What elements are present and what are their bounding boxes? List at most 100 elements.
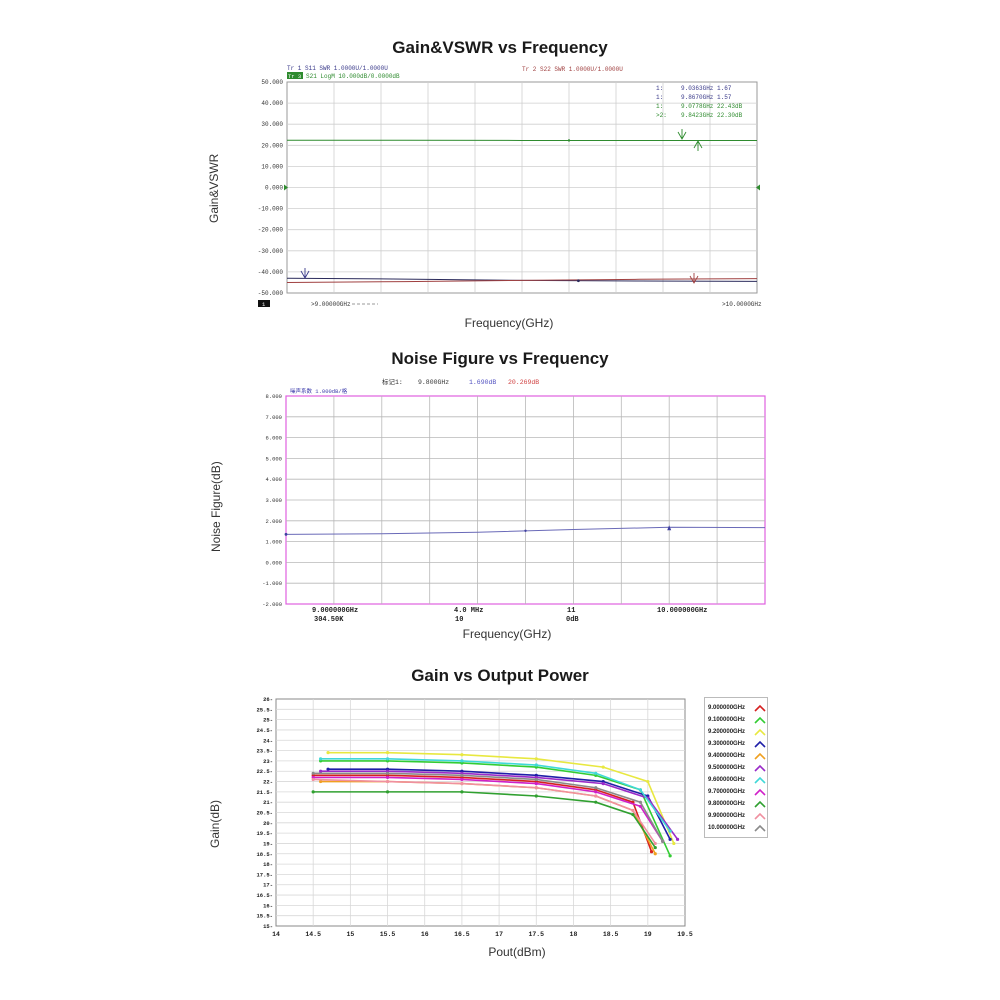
legend-swatch-line: [754, 728, 766, 736]
noise-figure-ytick: 6.000: [265, 435, 282, 442]
legend-swatch-icon: [754, 740, 766, 748]
gain-vswr-marker-value: 9.0778GHz 22.43dB: [681, 103, 743, 110]
gain-vswr-ytick: 0.000: [265, 185, 283, 192]
gain-pout-point: [385, 751, 390, 755]
gain-vswr-footer-tag-text: 1: [262, 301, 266, 308]
legend-item-label: 9.900000GHz: [708, 812, 746, 819]
gain-pout-ytick: 23.5-: [256, 748, 273, 755]
gain-vswr-marker-id: 1:: [656, 94, 663, 101]
gain-vswr-point: [577, 279, 580, 283]
gain-vswr-ytick: 40.000: [261, 100, 283, 107]
gain-pout-point: [638, 788, 642, 792]
gain-pout-ytick: 19-: [263, 840, 273, 847]
gain-pout-point: [661, 839, 665, 843]
legend-item-label: 9.600000GHz: [708, 776, 746, 783]
gain-vswr-marker-arrow-icon: [300, 268, 310, 279]
gain-pout-point: [594, 771, 598, 775]
gain-vswr-marker-value: 9.8423GHz 22.30dB: [681, 112, 743, 119]
legend-item: 9.200000GHz: [708, 726, 766, 737]
legend-swatch-line: [754, 740, 766, 748]
gain-vswr-header-tr2: Tr 2 S22 SWR 1.0000U/1.0000U: [522, 66, 623, 73]
legend-item-label: 9.000000GHz: [708, 704, 746, 711]
gain-vswr-footer-tag: [258, 300, 270, 307]
gain-pout-ytick: 21-: [263, 799, 273, 806]
gain-pout-point: [385, 757, 390, 761]
noise-figure-title: Noise Figure vs Frequency: [391, 349, 609, 368]
legend-item-label: 9.800000GHz: [708, 800, 746, 807]
noise-figure-footer-mid1-sub: 10: [455, 616, 463, 624]
gain-pout-point: [594, 800, 598, 804]
legend-swatch-line: [754, 776, 766, 784]
gain-vswr-header-tr1: Tr 1 S11 SWR 1.0000U/1.0000U: [287, 65, 388, 72]
gain-pout-ytick: 25.5-: [256, 706, 273, 713]
gain-pout-legend: 9.000000GHz 9.100000GHz 9.200000GHz 9.30000…: [704, 697, 768, 838]
gain-pout-point: [326, 767, 330, 771]
gain-pout-point: [649, 850, 654, 854]
gain-pout-xtick: 18: [570, 931, 578, 938]
noise-figure-ytick: 0.000: [265, 559, 282, 566]
noise-figure-ytick: 2.000: [265, 518, 282, 525]
gain-vswr-title: Gain&VSWR vs Frequency: [392, 38, 608, 57]
gain-pout-ytick: 15-: [263, 923, 273, 930]
noise-figure-xlabel: Frequency(GHz): [462, 627, 552, 641]
gain-pout-point: [646, 779, 650, 784]
gain-pout-ytick: 24.5-: [256, 727, 273, 734]
gain-pout-point: [601, 782, 605, 786]
legend-item: 9.900000GHz: [708, 810, 766, 821]
gain-vswr-marker-value: 9.0363GHz 1.67: [681, 85, 732, 92]
gain-pout-point: [534, 794, 538, 798]
legend-swatch-icon: [754, 764, 766, 772]
gain-pout-ytick: 15.5-: [256, 913, 273, 920]
legend-swatch-line: [754, 812, 766, 820]
gain-pout-xtick: 17: [495, 931, 503, 938]
gain-pout-point: [631, 808, 635, 813]
legend-swatch-line: [754, 800, 766, 808]
gain-pout-point: [319, 769, 323, 773]
gain-pout-ytick: 22.5-: [256, 768, 273, 775]
gain-pout-point: [638, 800, 642, 804]
gain-pout-xtick: 18.5: [603, 931, 619, 938]
gain-pout-point: [594, 794, 598, 798]
legend-item: 9.400000GHz: [708, 750, 766, 761]
gain-pout-point: [319, 757, 323, 761]
gain-pout-ytick: 24-: [263, 737, 273, 744]
gain-vswr-ytick: -30.000: [258, 248, 284, 255]
gain-pout-ytick: 16.5-: [256, 892, 273, 899]
noise-figure-ytick: 8.000: [265, 393, 282, 400]
noise-figure-marker-label: 标记1:: [382, 377, 403, 386]
gain-pout-xtick: 19: [644, 931, 652, 938]
gain-pout-point: [534, 777, 538, 782]
noise-figure-marker-freq: 9.800GHz: [418, 379, 449, 386]
noise-figure-ytick: 4.000: [265, 476, 282, 483]
gain-vswr-marker-id: 1:: [656, 103, 663, 110]
gain-vswr-ref-right-icon: [756, 184, 760, 191]
gain-vswr-point: [567, 139, 571, 142]
gain-pout-point: [638, 804, 642, 808]
legend-item-label: 9.200000GHz: [708, 728, 746, 735]
noise-figure-point: [284, 532, 288, 536]
legend-swatch-icon: [754, 800, 766, 808]
gain-vswr-ytick: -10.000: [258, 206, 284, 213]
noise-figure-footer-mid2: 11: [567, 607, 575, 615]
gain-pout-ytick: 23-: [263, 758, 273, 765]
gain-vswr-marker-arrow-icon: [677, 129, 687, 140]
gain-pout-point: [319, 779, 323, 784]
legend-item: 9.600000GHz: [708, 774, 766, 785]
legend-swatch-icon: [754, 752, 766, 760]
legend-swatch-icon: [754, 812, 766, 820]
gain-pout-ytick: 20-: [263, 820, 273, 827]
gain-pout-ytick: 25-: [263, 717, 273, 724]
gain-pout-xtick: 16: [421, 931, 429, 938]
gain-pout-xtick: 15.5: [380, 931, 396, 938]
noise-figure-point: [524, 529, 527, 532]
gain-pout-point: [385, 771, 390, 775]
gain-vswr-xend: >10.0000GHz: [722, 301, 762, 308]
gain-pout-point: [326, 751, 330, 755]
gain-vswr-marker-id: >2:: [656, 112, 667, 119]
gain-vswr-ytick: 20.000: [261, 142, 283, 149]
noise-figure-footer-start-sub: 304.50K: [314, 616, 344, 624]
gain-vswr-ytick: -40.000: [258, 269, 284, 276]
gain-pout-point: [311, 790, 315, 794]
gain-pout-point: [653, 845, 657, 850]
gain-vswr-marker-value: 9.8670GHz 1.57: [681, 94, 732, 101]
